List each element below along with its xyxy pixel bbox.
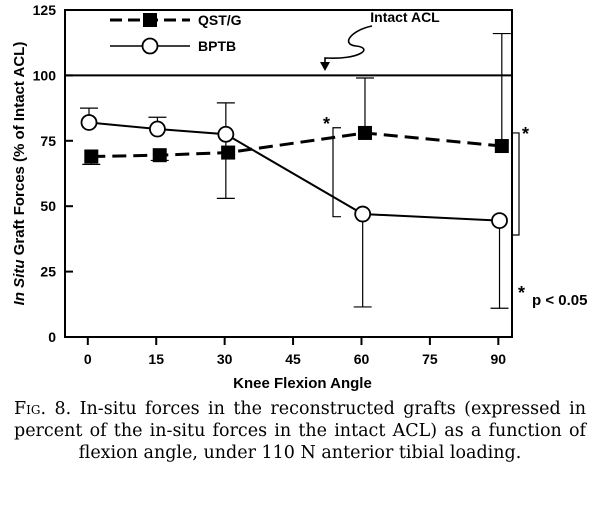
bptb-point: [217, 125, 235, 143]
series-line-bptb: [88, 121, 500, 222]
x-tick-label: 75: [422, 351, 438, 367]
y-tick-label: 0: [48, 329, 56, 345]
y-tick-label: 125: [33, 2, 57, 18]
plot-frame: [64, 9, 513, 338]
axes-group: 0 25 50 75 100 125 0 15 30 45 60 75 90 Knee Flexion A…: [11, 2, 506, 392]
qst-g-point: [152, 148, 167, 163]
legend: QST/G BPTB: [110, 12, 242, 55]
reference-line-arrowhead: [320, 62, 330, 71]
y-axis-title: In Situ Graft Forces (% of Intact ACL): [11, 42, 28, 306]
x-tick-label: 0: [84, 351, 92, 367]
p-value-text: p < 0.05: [532, 292, 587, 309]
bptb-point: [80, 114, 98, 131]
legend-marker-bptb: [141, 37, 159, 55]
series-lines-group: [88, 121, 502, 222]
qst-g-point: [494, 139, 509, 154]
error-bars-group: [80, 32, 511, 309]
p-value-star: *: [518, 283, 525, 303]
x-axis-title: Knee Flexion Angle: [233, 375, 372, 392]
legend-marker-qst-g: [143, 13, 157, 27]
bptb-point: [491, 212, 508, 229]
y-axis-title-main: Graft Forces (% of Intact ACL): [11, 42, 28, 260]
significance-star-60: *: [323, 114, 330, 134]
significance-bracket-60: [332, 127, 341, 218]
figure-caption: Fig. 8. In-situ forces in the reconstruc…: [14, 398, 586, 464]
bptb-point: [149, 120, 166, 138]
qst-g-point: [357, 125, 372, 140]
x-tick-label: 90: [491, 351, 507, 367]
reference-line-group: Intact ACL: [65, 9, 512, 77]
reference-line-arrow: [324, 25, 373, 68]
legend-label-qst-g: QST/G: [198, 12, 242, 28]
series-markers-group: [80, 114, 509, 229]
qst-g-point: [84, 149, 99, 164]
y-tick-label: 75: [40, 133, 56, 149]
bptb-point: [354, 205, 372, 223]
x-tick-label: 45: [285, 351, 301, 367]
legend-label-bptb: BPTB: [198, 38, 236, 54]
x-tick-label: 15: [148, 351, 164, 367]
caption-text: In-situ forces in the reconstructed graf…: [14, 399, 586, 463]
caption-figure-label: Fig. 8.: [14, 399, 72, 419]
significance-bracket-90: [511, 132, 520, 236]
annotations-group: * * * p < 0.05: [323, 114, 587, 309]
y-tick-label: 100: [33, 67, 57, 83]
reference-line-label: Intact ACL: [370, 9, 440, 25]
qst-g-point: [221, 145, 236, 160]
x-tick-label: 30: [217, 351, 233, 367]
x-tick-label: 60: [354, 351, 370, 367]
y-tick-label: 25: [40, 264, 56, 280]
plot-frame-rect: [64, 9, 513, 338]
significance-star-90: *: [522, 124, 529, 144]
y-axis-title-italic: In Situ: [11, 259, 28, 305]
y-tick-label: 50: [40, 198, 56, 214]
